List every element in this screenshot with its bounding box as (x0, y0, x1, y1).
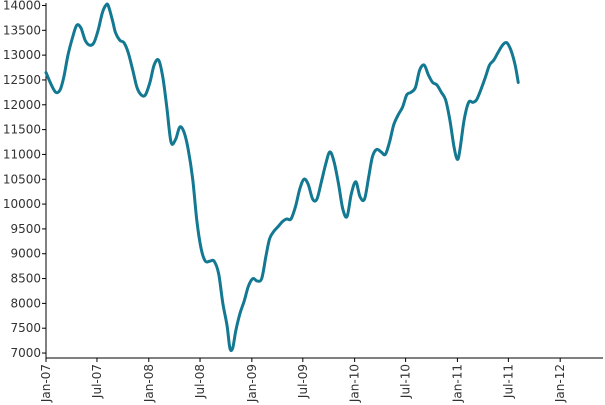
y-tick-label: 8500 (10, 272, 41, 286)
y-tick-label: 7500 (10, 321, 41, 335)
y-tick-label: 14000 (3, 0, 41, 12)
y-tick-label: 13000 (3, 48, 41, 62)
y-tick-label: 10000 (3, 197, 41, 211)
y-tick-label: 13500 (3, 23, 41, 37)
y-tick-label: 9500 (10, 222, 41, 236)
x-tick-label: Jul-10 (399, 364, 413, 399)
y-tick-label: 7000 (10, 346, 41, 360)
y-tick-label: 12000 (3, 98, 41, 112)
x-tick-label: Jan-10 (348, 364, 362, 403)
x-tick-label: Jul-07 (90, 364, 104, 399)
x-tick-label: Jul-11 (501, 364, 515, 399)
x-axis: Jan-07 Jul-07 Jan-08 Jul-08 Jan-09 Jul-09 Jan-… (39, 357, 603, 403)
x-tick-label: Jan-09 (245, 364, 259, 403)
series-group (44, 2, 520, 353)
x-tick-label: Jan-07 (39, 364, 53, 403)
x-tick-label: Jan-12 (553, 364, 567, 403)
y-tick-label: 8000 (10, 296, 41, 310)
y-tick-label: 9000 (10, 247, 41, 261)
y-tick-label: 12500 (3, 73, 41, 87)
y-tick-label: 11500 (3, 123, 41, 137)
x-tick-label: Jul-09 (296, 364, 310, 399)
x-tick-label: Jul-08 (193, 364, 207, 399)
series-line-0 (44, 2, 520, 353)
y-axis: 7000 7500 8000 8500 9000 9500 10000 10500 11000 1… (3, 0, 47, 360)
x-tick-label: Jan-08 (142, 364, 156, 403)
y-tick-label: 10500 (3, 172, 41, 186)
y-tick-label: 11000 (3, 147, 41, 161)
x-tick-label: Jan-11 (450, 364, 464, 403)
